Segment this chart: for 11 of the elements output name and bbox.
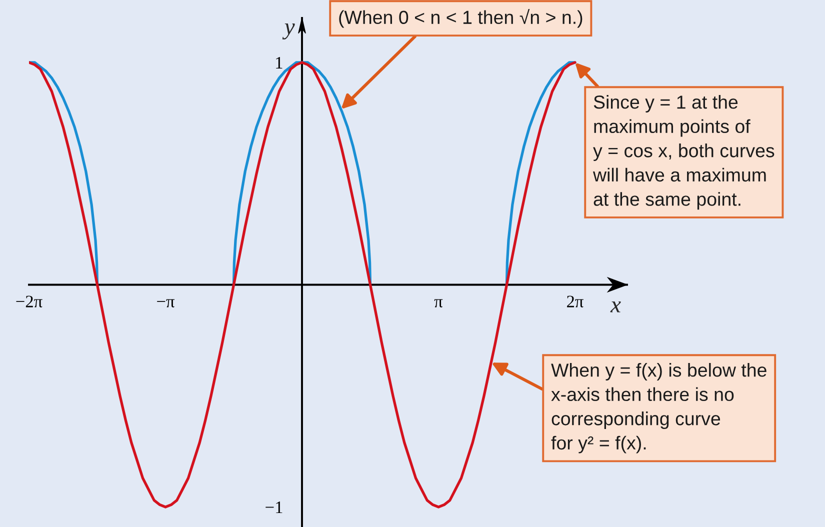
x-axis-title: x [610,301,621,312]
y-tick-label: −1 [266,502,282,514]
x-tick-label: 2π [567,296,584,308]
x-tick-label: −2π [16,296,42,308]
y-axis-title: y [282,23,295,40]
annotation: (When 0 < n < 1 then √n > n.) [339,8,582,28]
y-tick-label: 1 [276,57,282,68]
x-tick-label: π [434,299,443,308]
annotation: Since y = 1 at the maximum points of y = cos x, both curves will have a maximum at the same point. [592,95,774,210]
x-tick-label: −π [157,299,175,308]
annotation: When y = f(x) is below the x-axis then there is no corresponding curve for y² = f(x). [551,363,766,454]
